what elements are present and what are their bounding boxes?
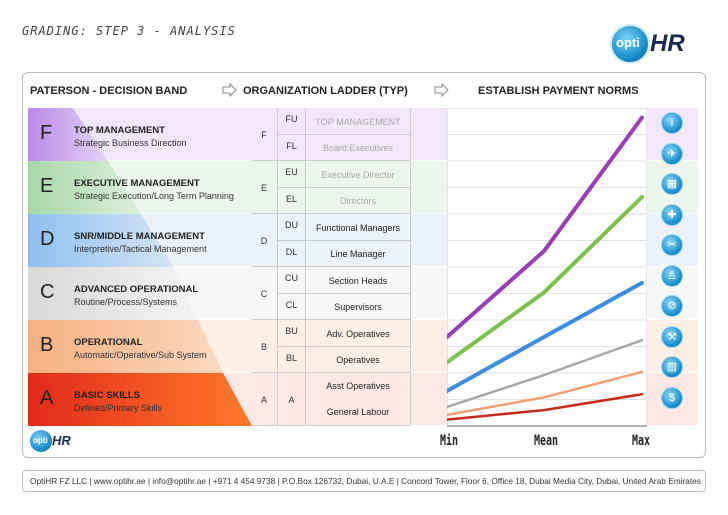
ladder-role: Supervisors — [334, 302, 382, 312]
ladder-sub-grade: EU — [285, 167, 298, 177]
ladder-row-divider — [252, 319, 410, 320]
arrow-right-icon — [434, 83, 449, 97]
ladder-row-divider — [252, 372, 410, 373]
ladder-role: Directors — [339, 196, 376, 206]
footer-contact: OptiHR FZ LLC | www.optihr.ae | info@opt… — [22, 470, 706, 492]
person-icon: ♙ — [661, 264, 683, 287]
ladder-sub-grade: DL — [285, 247, 298, 257]
ladder-sub-divider — [277, 134, 410, 135]
band-name: ADVANCED OPERATIONAL — [74, 284, 199, 295]
ladder-sub-grade: FL — [286, 141, 297, 151]
ladder-role: Operatives — [336, 355, 380, 365]
chart-series-line — [447, 392, 644, 421]
info-icon: i — [661, 112, 683, 134]
ladder-sub-grade: A — [288, 395, 295, 405]
band-description: Interpretive/Tactical Management — [74, 244, 207, 254]
ladder-divider — [277, 108, 278, 426]
band-name: BASIC SKILLS — [74, 390, 140, 401]
ladder-role: TOP MANAGEMENT — [315, 117, 401, 127]
ladder-sub-grade: DU — [285, 220, 298, 230]
dollar-icon: $ — [661, 386, 683, 409]
arrow-right-icon — [222, 83, 237, 97]
band-name: SNR/MIDDLE MANAGEMENT — [74, 231, 205, 242]
band-name: OPERATIONAL — [74, 337, 143, 348]
chart-series-line — [447, 280, 644, 394]
ladder-grade: F — [261, 130, 267, 140]
ladder-grade: D — [260, 236, 268, 246]
band-description: Automatic/Operative/Sub System — [74, 350, 207, 360]
ladder-row-divider — [252, 266, 410, 267]
band-letter: D — [40, 228, 55, 250]
band-description: Strategic Execution/Long Term Planning — [74, 191, 234, 201]
band-description: Defined/Primary Skills — [74, 403, 163, 413]
chart-series-line — [447, 195, 644, 365]
scissors-icon: ✂ — [661, 234, 683, 256]
ladder-sub-grade: BL — [285, 353, 297, 363]
band-letter: B — [40, 334, 54, 356]
ladder-grade: B — [260, 342, 267, 352]
band-name: TOP MANAGEMENT — [74, 125, 165, 136]
optihr-logo-small: opti HR — [30, 430, 90, 452]
paterson-header: PATERSON - DECISION BAND — [30, 85, 188, 97]
tools-icon: ⚒ — [661, 325, 683, 348]
ladder-sub-divider — [277, 293, 410, 294]
ladder-divider — [305, 108, 306, 426]
band-name: EXECUTIVE MANAGEMENT — [74, 178, 200, 189]
chart-series-line — [447, 338, 644, 409]
ladder-role: Line Manager — [330, 249, 386, 259]
chart-x-tick-label: Mean — [534, 433, 559, 450]
band-letter: A — [40, 387, 54, 409]
page-title: GRADING: STEP 3 - ANALYSIS — [22, 24, 236, 38]
ladder-sub-grade: BU — [285, 326, 298, 336]
cross-icon: ✚ — [661, 203, 683, 226]
ladder-sub-grade: CU — [285, 273, 298, 283]
ladder-sub-grade: EL — [285, 194, 297, 204]
paterson-pyramid — [28, 108, 252, 426]
ladder-sub-divider — [277, 187, 410, 188]
chart-series-line — [447, 370, 644, 417]
plane-icon: ✈ — [661, 142, 683, 165]
ladder-role: Board Executives — [322, 143, 394, 153]
payment-header: ESTABLISH PAYMENT NORMS — [478, 85, 639, 97]
ladder-grade: E — [260, 183, 267, 193]
ladder-role: General Labour — [326, 407, 390, 417]
chart-x-tick-label: Min — [440, 433, 459, 450]
band-letter: F — [40, 122, 53, 144]
ladder-role: Functional Managers — [315, 223, 401, 233]
chart-x-tick-label: Max — [632, 433, 651, 450]
ladder-row-divider — [252, 160, 410, 161]
band-letter: E — [40, 175, 54, 197]
ladder-grade: A — [260, 395, 267, 405]
band-description: Routine/Process/Systems — [74, 297, 178, 307]
pill-icon: ⊘ — [661, 295, 683, 317]
ladder-sub-divider — [277, 240, 410, 241]
ladder-header: ORGANIZATION LADDER (TYP) — [243, 85, 408, 97]
optihr-logo: opti HR — [610, 22, 690, 66]
building-icon: ▥ — [661, 356, 683, 378]
band-letter: C — [40, 281, 55, 303]
ladder-role: Executive Director — [321, 170, 395, 180]
ladder-grade: C — [260, 289, 268, 299]
factory-icon: ▦ — [661, 173, 683, 195]
ladder-sub-divider — [277, 346, 410, 347]
ladder-role: Section Heads — [328, 276, 388, 286]
ladder-role: Asst Operatives — [326, 381, 390, 391]
ladder-divider — [410, 108, 411, 426]
ladder-row-divider — [252, 213, 410, 214]
ladder-sub-grade: FU — [285, 114, 298, 124]
ladder-sub-grade: CL — [285, 300, 298, 310]
payment-norms-chart — [447, 108, 647, 427]
ladder-role: Adv. Operatives — [326, 329, 390, 339]
chart-series-line — [447, 115, 644, 339]
ladder-row-divider — [252, 425, 410, 426]
band-description: Strategic Business Direction — [74, 138, 187, 148]
